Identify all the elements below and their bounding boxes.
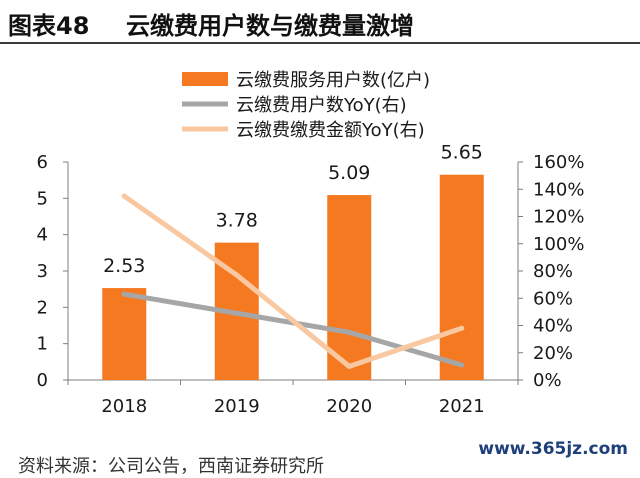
users-yoy-point-2021: [459, 362, 465, 368]
legend-swatch-users-bar: [182, 72, 228, 86]
lines: [121, 193, 465, 369]
watermark: www.365jz.com: [474, 438, 632, 460]
bar-2018: [102, 288, 147, 380]
y-right-tick-label: 0%: [533, 370, 562, 391]
figure-title: 云缴费用户数与缴费量激增: [126, 12, 414, 40]
y-right-tick-label: 160%: [533, 152, 584, 173]
bars: [102, 174, 484, 380]
figure-title-bar: 图表48 云缴费用户数与缴费量激增: [0, 0, 640, 44]
y-left-tick-label: 4: [37, 225, 48, 246]
bar-2020: [327, 195, 372, 380]
users-yoy-point-2018: [121, 291, 127, 297]
bar-2021: [439, 174, 484, 380]
bar-value-label: 5.09: [328, 162, 370, 184]
x-tick-label: 2019: [214, 396, 260, 417]
users-yoy-line: [121, 291, 465, 368]
source-note: 资料来源：公司公告，西南证券研究所: [18, 456, 324, 477]
y-right-tick-label: 100%: [533, 234, 584, 255]
bar-value-label: 3.78: [216, 210, 258, 232]
y-left-tick-label: 1: [37, 334, 48, 355]
y-right-tick-label: 60%: [533, 288, 573, 309]
amount-yoy-line: [121, 193, 465, 369]
chart: 云缴费服务用户数(亿户) 云缴费用户数YoY(右) 云缴费缴费金额YoY(右) 0 1…: [37, 70, 585, 417]
y-right-tick-label: 40%: [533, 316, 573, 337]
legend: 云缴费服务用户数(亿户) 云缴费用户数YoY(右) 云缴费缴费金额YoY(右): [182, 70, 430, 141]
y-right-tick-label: 120%: [533, 207, 584, 228]
amount-yoy-point-2018: [121, 193, 127, 199]
bar-value-label: 5.65: [441, 142, 483, 164]
y-right-tick-label: 20%: [533, 343, 573, 364]
y-right-tick-label: 140%: [533, 179, 584, 200]
y-left-tick-label: 5: [37, 188, 48, 209]
x-tick-label: 2018: [101, 396, 147, 417]
amount-yoy-point-2019: [234, 272, 240, 278]
y-left-tick-label: 6: [37, 152, 48, 173]
y-right-tick-label: 80%: [533, 261, 573, 282]
users-yoy-point-2019: [234, 310, 240, 316]
figure-number: 图表48: [8, 12, 90, 40]
x-tick-label: 2021: [439, 396, 485, 417]
amount-yoy-point-2021: [459, 325, 465, 331]
data-labels: 2.53 3.78 5.09 5.65: [103, 142, 483, 277]
bar-value-label: 2.53: [103, 255, 145, 277]
legend-label: 云缴费缴费金额YoY(右): [236, 120, 425, 141]
legend-label: 云缴费服务用户数(亿户): [236, 70, 430, 91]
y-left-tick-label: 2: [37, 297, 48, 318]
y-left-tick-label: 3: [37, 261, 48, 282]
legend-label: 云缴费用户数YoY(右): [236, 95, 407, 116]
x-tick-label: 2020: [326, 396, 372, 417]
users-yoy-point-2020: [346, 329, 352, 335]
amount-yoy-point-2020: [346, 363, 352, 369]
y-left-tick-label: 0: [37, 370, 48, 391]
